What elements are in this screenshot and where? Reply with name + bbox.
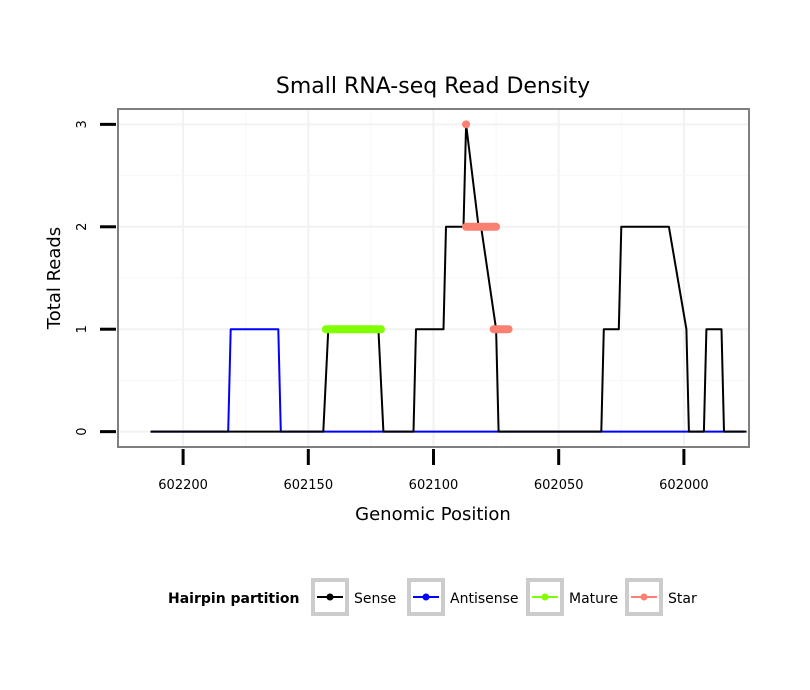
x-axis: 602200 602150 602100 602050 602000 (158, 449, 709, 493)
legend-item-sense: Sense (311, 578, 396, 616)
y-tick-label: 3 (75, 120, 90, 128)
x-tick-label: 602000 (659, 478, 709, 493)
legend-label: Star (668, 591, 697, 607)
x-tick-label: 602200 (158, 478, 208, 493)
legend-label: Antisense (450, 591, 519, 607)
legend-item-mature: Mature (526, 578, 618, 616)
y-axis-title: Total Reads (44, 227, 65, 330)
y-tick-label: 1 (75, 325, 90, 333)
legend-key-dot (640, 593, 648, 601)
legend-key-dot (541, 593, 549, 601)
legend-key-dot (326, 593, 334, 601)
chart-title: Small RNA-seq Read Density (276, 74, 590, 99)
series-layer (150, 120, 747, 433)
legend-label: Sense (354, 591, 396, 607)
legend-label: Mature (569, 591, 618, 607)
y-axis: 0 1 2 3 (75, 120, 116, 436)
legend-key-dot (422, 593, 430, 601)
legend-title: Hairpin partition (168, 591, 299, 607)
y-tick-label: 0 (75, 427, 90, 435)
legend: Hairpin partition Sense Antisense Mature St… (168, 578, 697, 616)
plot-area (117, 108, 750, 448)
x-tick-label: 602100 (409, 478, 459, 493)
series-line-sense (150, 123, 747, 433)
y-tick-label: 2 (75, 223, 90, 231)
x-tick-label: 602150 (283, 478, 333, 493)
plot-border (117, 108, 750, 448)
x-tick-label: 602050 (534, 478, 584, 493)
legend-item-antisense: Antisense (407, 578, 519, 616)
series-point-star (462, 120, 471, 129)
x-axis-title: Genomic Position (355, 504, 511, 525)
legend-item-star: Star (625, 578, 697, 616)
